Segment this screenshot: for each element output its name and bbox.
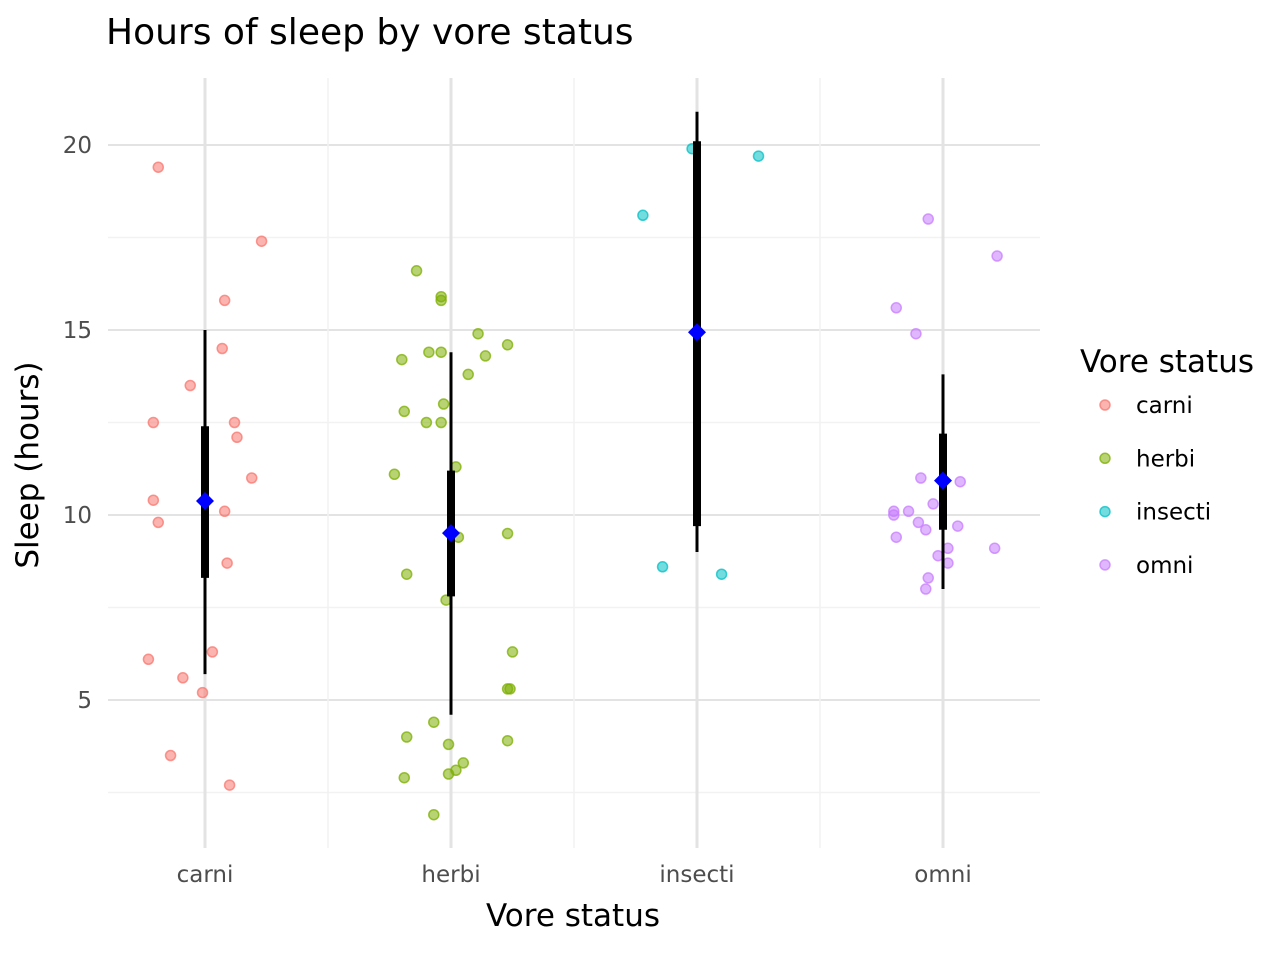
legend: Vore status carni herbi insecti omni <box>1080 344 1254 579</box>
data-point-carni <box>152 516 165 529</box>
mean-marker-carni <box>196 491 214 510</box>
data-point-herbi <box>442 738 455 751</box>
legend-label-herbi: herbi <box>1136 446 1195 472</box>
data-point-herbi <box>435 416 447 429</box>
y-axis-title: Sleep (hours) <box>10 361 46 568</box>
legend-label-omni: omni <box>1136 553 1193 579</box>
data-point-omni <box>920 583 932 595</box>
data-point-herbi <box>462 368 474 381</box>
data-point-omni <box>954 475 966 488</box>
legend-key-carni <box>1099 399 1111 411</box>
data-point-carni <box>221 557 233 569</box>
data-point-omni <box>927 498 939 510</box>
data-point-carni <box>255 235 268 247</box>
data-point-herbi <box>442 768 455 780</box>
data-point-herbi <box>501 339 514 351</box>
data-point-carni <box>206 646 219 658</box>
data-point-herbi <box>501 527 514 540</box>
legend-entries: carni herbi insecti omni <box>1099 393 1211 579</box>
data-point-carni <box>142 653 155 666</box>
data-point-herbi <box>504 683 516 695</box>
data-point-herbi <box>428 716 440 728</box>
points-layer <box>142 142 1003 821</box>
data-point-omni <box>920 524 932 536</box>
data-point-herbi <box>388 468 401 481</box>
data-point-herbi <box>506 646 519 658</box>
data-point-carni <box>218 294 231 307</box>
x-tick-label: omni <box>914 862 971 888</box>
data-point-herbi <box>420 416 433 429</box>
x-tick-label: herbi <box>421 862 480 888</box>
mean-marker-omni <box>934 471 952 490</box>
data-point-herbi <box>400 568 413 580</box>
data-point-carni <box>184 379 196 392</box>
data-point-insecti <box>637 209 649 222</box>
data-point-carni <box>223 779 236 791</box>
ticks-layer: 5 10 15 20 carni herbi insecti omni <box>63 133 972 888</box>
mean-marker-insecti <box>688 323 706 342</box>
data-point-omni <box>915 472 927 484</box>
data-point-omni <box>952 520 964 532</box>
data-point-herbi <box>396 353 408 366</box>
data-point-omni <box>912 516 925 529</box>
data-point-carni <box>231 431 243 444</box>
data-point-herbi <box>435 294 447 307</box>
data-point-herbi <box>479 350 492 362</box>
data-point-insecti <box>715 568 728 580</box>
data-point-omni <box>910 327 922 340</box>
legend-label-insecti: insecti <box>1136 500 1211 526</box>
data-point-carni <box>218 505 231 518</box>
data-point-carni <box>177 672 189 684</box>
x-tick-label: carni <box>177 862 234 888</box>
data-point-omni <box>988 542 1001 555</box>
data-point-herbi <box>501 734 514 747</box>
y-tick-label: 15 <box>63 318 92 344</box>
data-point-omni <box>991 250 1003 262</box>
legend-key-insecti <box>1099 505 1111 518</box>
data-point-herbi <box>472 327 484 340</box>
legend-key-herbi <box>1099 452 1111 465</box>
data-point-herbi <box>400 731 413 743</box>
data-point-herbi <box>398 405 411 418</box>
y-tick-label: 10 <box>63 503 92 529</box>
data-point-omni <box>902 505 915 518</box>
y-tick-label: 5 <box>77 688 92 714</box>
data-point-omni <box>888 509 900 521</box>
data-point-carni <box>228 416 241 429</box>
data-point-carni <box>216 342 228 355</box>
data-point-carni <box>245 472 258 484</box>
data-point-herbi <box>457 757 470 769</box>
y-tick-label: 20 <box>63 133 92 159</box>
legend-title: Vore status <box>1080 344 1254 380</box>
data-point-omni <box>922 572 934 584</box>
data-point-omni <box>890 302 903 314</box>
data-point-herbi <box>437 398 450 410</box>
data-point-herbi <box>435 346 447 358</box>
x-tick-label: insecti <box>659 862 734 888</box>
grid-layer <box>108 78 1040 848</box>
x-axis-title: Vore status <box>486 898 660 934</box>
data-point-herbi <box>410 265 423 277</box>
chart-title: Hours of sleep by vore status <box>106 12 634 53</box>
data-point-carni <box>196 686 209 699</box>
data-point-insecti <box>752 150 765 162</box>
mean-marker-herbi <box>442 524 460 543</box>
data-point-carni <box>147 416 160 429</box>
data-point-insecti <box>656 561 669 573</box>
data-point-omni <box>922 213 934 225</box>
legend-label-carni: carni <box>1136 393 1193 419</box>
data-point-omni <box>890 531 903 543</box>
data-point-herbi <box>398 771 411 784</box>
data-point-herbi <box>428 808 440 821</box>
data-point-herbi <box>423 346 435 358</box>
data-point-carni <box>164 749 177 762</box>
legend-key-omni <box>1099 559 1111 571</box>
data-point-carni <box>147 494 160 506</box>
summary-layer <box>196 111 952 715</box>
data-point-carni <box>152 161 165 173</box>
